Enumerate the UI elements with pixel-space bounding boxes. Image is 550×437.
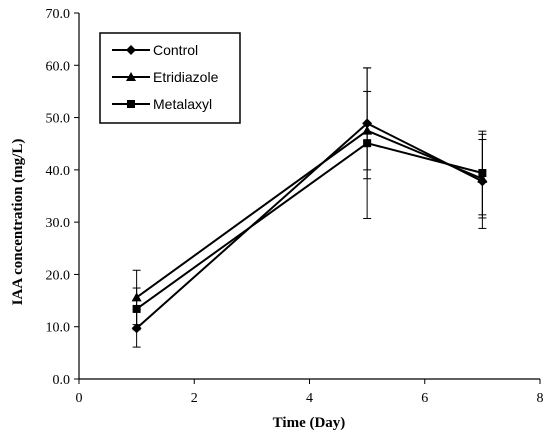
legend-marker-etridiazole [126,72,136,81]
legend-marker-metalaxyl [127,100,135,108]
y-tick-label: 10.0 [46,321,71,336]
series-line-metalaxyl [136,142,483,310]
series-metalaxyl [132,67,487,331]
x-tick-label: 6 [421,391,428,406]
y-tick-label: 70.0 [46,7,71,22]
series-etridiazole [131,90,488,326]
series-lines [131,67,488,348]
legend-label-control: Control [153,42,198,58]
legend: Control Etridiazole Metalaxyl [99,32,241,124]
data-point-metalaxyl [132,304,141,313]
legend-label-etridiazole: Etridiazole [153,69,219,85]
x-tick-label: 0 [76,391,83,406]
x-tick-label: 4 [306,391,313,406]
data-point-metalaxyl [478,168,487,177]
x-tick-label: 8 [537,391,544,406]
x-axis-title: Time (Day) [273,415,346,431]
y-tick-label: 0.0 [53,373,71,388]
y-tick-label: 20.0 [46,268,71,283]
legend-label-metalaxyl: Metalaxyl [153,96,212,112]
x-tick-label: 2 [191,391,198,406]
y-tick-label: 40.0 [46,164,71,179]
axes [74,12,541,384]
tick-labels: 0.0 10.0 20.0 30.0 40.0 50.0 60.0 70.0 0 2 4 6 8 [46,7,544,406]
data-point-metalaxyl [363,139,372,148]
y-tick-label: 30.0 [46,216,71,231]
series-line-control [135,122,483,330]
y-tick-label: 60.0 [46,59,71,74]
y-tick-label: 50.0 [46,112,71,127]
legend-marker-control [126,45,136,55]
y-axis-title: IAA concentration (mg/L) [10,139,26,306]
